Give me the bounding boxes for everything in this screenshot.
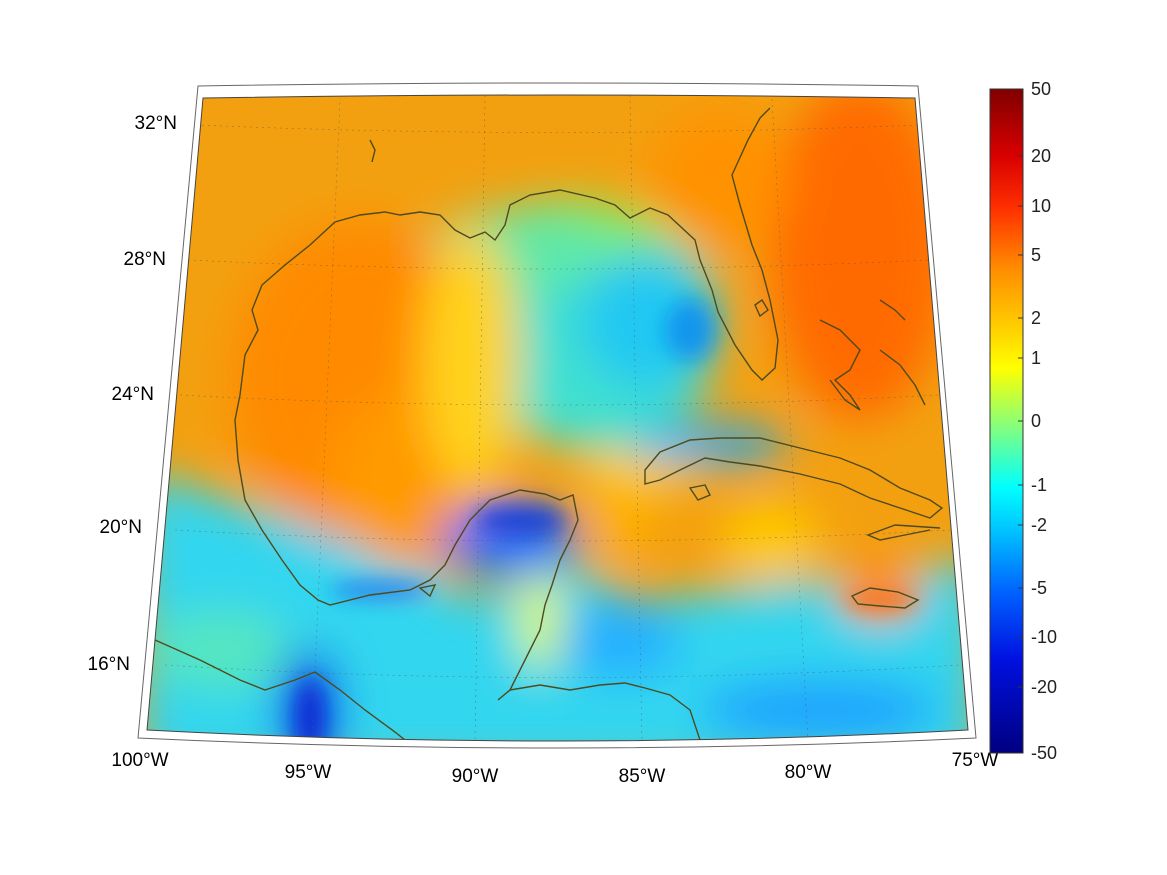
colorbar-tick-label: -20 (1031, 677, 1057, 697)
colorbar-tick-label: -2 (1031, 515, 1047, 535)
lat-label-16: 16°N (88, 654, 130, 675)
colorbar-gradient (989, 88, 1024, 754)
lon-label-90: 90°W (452, 766, 499, 787)
colorbar-tick-label: -5 (1031, 578, 1047, 598)
lon-label-80: 80°W (785, 762, 832, 783)
lat-label-24: 24°N (112, 384, 154, 405)
coastlines (154, 107, 944, 741)
lat-label-28: 28°N (124, 249, 166, 270)
colorbar-tick-label: 0 (1031, 411, 1041, 431)
lon-label-75: 75°W (952, 750, 999, 771)
lon-label-100: 100°W (111, 750, 168, 771)
graticule (164, 95, 961, 741)
lon-label-95: 95°W (285, 762, 332, 783)
colorbar-tick-label: -1 (1031, 475, 1047, 495)
lat-label-20: 20°N (100, 517, 142, 538)
longitude-labels: 100°W 95°W 90°W 85°W 80°W 75°W (111, 750, 998, 787)
colorbar-tick-label: -10 (1031, 627, 1057, 647)
colorbar-tick-label: -50 (1031, 743, 1057, 763)
lon-label-85: 85°W (619, 766, 666, 787)
latitude-labels: 16°N 20°N 24°N 28°N 32°N (88, 113, 177, 675)
colorbar-tick-label: 50 (1031, 79, 1051, 99)
colorbar-tick-label: 5 (1031, 245, 1041, 265)
lat-label-32: 32°N (135, 113, 177, 134)
data-field (147, 95, 968, 741)
colorbar-tick-label: 20 (1031, 146, 1051, 166)
colorbar-tick-label: 2 (1031, 308, 1041, 328)
map-frame (137, 82, 977, 749)
colorbar-tick-label: 1 (1031, 348, 1041, 368)
colorbar-tick-label: 10 (1031, 196, 1051, 216)
